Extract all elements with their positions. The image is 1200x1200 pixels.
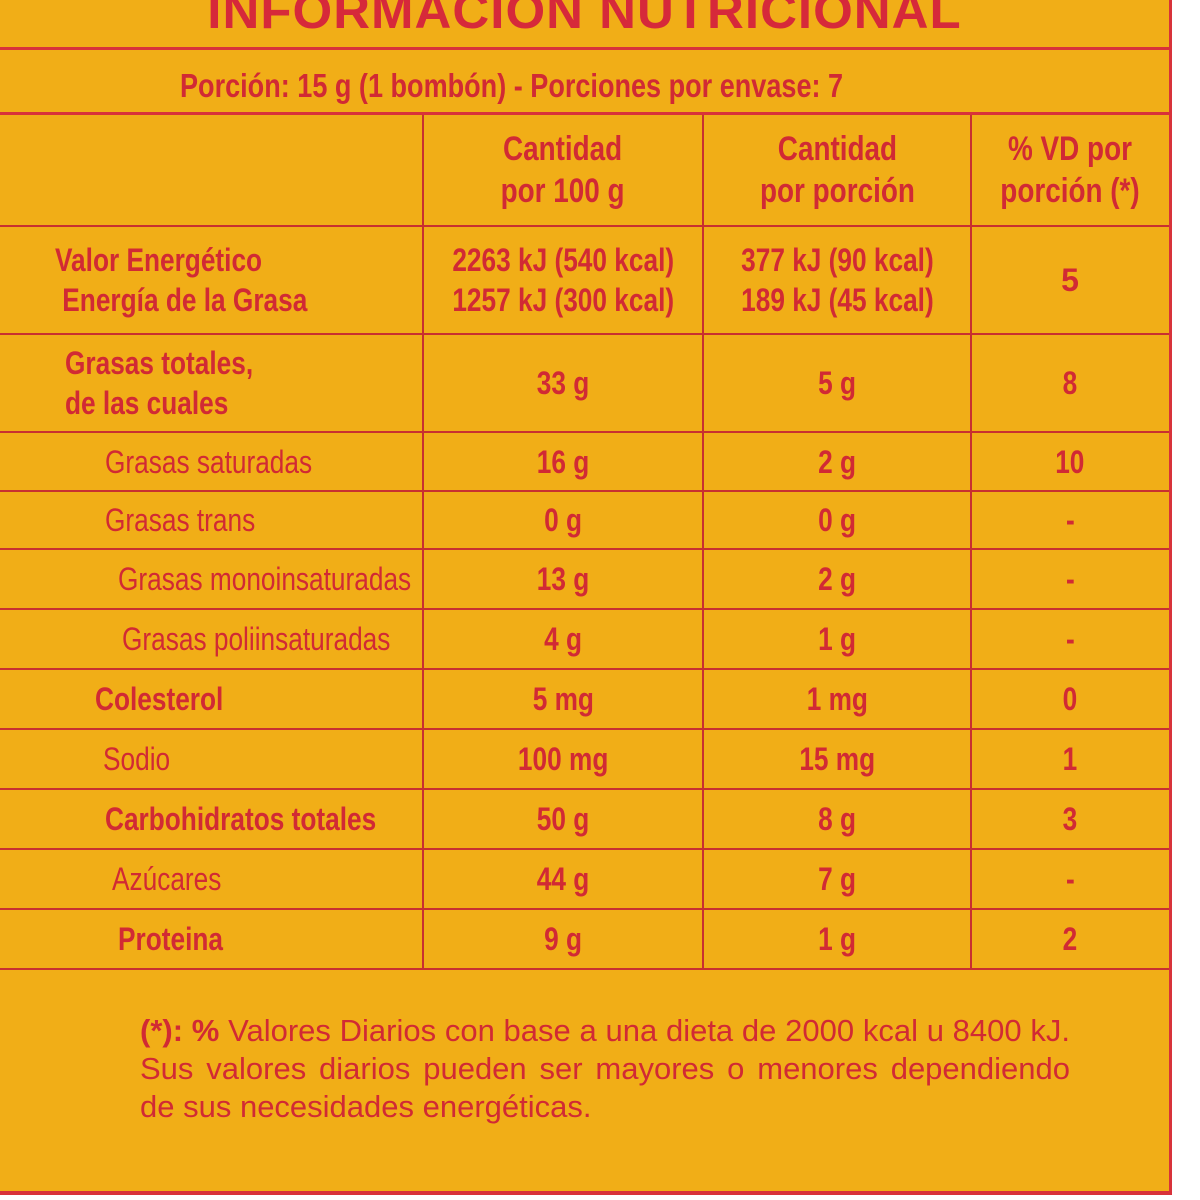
daily-value: 8 [1062, 365, 1078, 401]
amount-per-portion: 15 mg [799, 741, 875, 777]
table-row: Sodio 100 mg 15 mg 1 [0, 730, 1169, 790]
daily-value: 1 [1062, 741, 1078, 777]
amount-per-portion: 0 g [818, 502, 856, 538]
amount-per-100g: 100 mg [517, 741, 609, 777]
nutrient-name: Sodio [103, 741, 171, 777]
table-row-energy: Valor Energético Energía de la Grasa 226… [0, 227, 1169, 335]
daily-value: - [1065, 502, 1075, 538]
table-row: Grasas monoinsaturadas 13 g 2 g - [0, 550, 1169, 610]
daily-value: - [1065, 561, 1075, 597]
daily-value: 3 [1062, 801, 1078, 837]
table-row: Proteina 9 g 1 g 2 [0, 910, 1169, 970]
header-row: Cantidad por 100 g Cantidad por porción % … [0, 115, 1169, 227]
amount-per-portion: 1 mg [806, 681, 868, 717]
table-row: Grasas saturadas 16 g 2 g 10 [0, 433, 1169, 492]
table-row: Grasas trans 0 g 0 g - [0, 492, 1169, 550]
amount-per-100g: 33 g [536, 365, 590, 401]
amount-per-portion: 8 g [818, 801, 856, 837]
daily-value: 2 [1062, 921, 1078, 957]
amount-per-portion: 7 g [818, 861, 856, 897]
amount-per-100g: 9 g [544, 921, 582, 957]
table-row: Azúcares 44 g 7 g - [0, 850, 1169, 910]
table-row: Colesterol 5 mg 1 mg 0 [0, 670, 1169, 730]
serving-info: Porción: 15 g (1 bombón) - Porciones por… [180, 67, 844, 104]
amount-per-portion: 1 g [818, 921, 856, 957]
nutrient-name: Proteina [118, 921, 223, 957]
nutrient-name: Grasas poliinsaturadas [122, 621, 391, 657]
label-title: INFORMACION NUTRICIONAL [207, 0, 962, 39]
daily-value: - [1065, 861, 1075, 897]
nutrient-name: Grasas totales, de las cuales [65, 345, 254, 421]
table-row: Grasas totales, de las cuales 33 g 5 g 8 [0, 335, 1169, 433]
header-vd: % VD por porción (*) [1000, 129, 1140, 211]
column-divider [422, 115, 424, 968]
nutrient-name: Grasas monoinsaturadas [118, 561, 412, 597]
amount-per-100g: 4 g [544, 621, 582, 657]
nutrition-label: INFORMACION NUTRICIONAL Porción: 15 g (1… [0, 0, 1172, 1195]
amount-per-100g: 5 mg [532, 681, 594, 717]
amount-per-100g: 16 g [536, 443, 590, 480]
amount-per-portion: 1 g [818, 621, 856, 657]
nutrient-name: Carbohidratos totales [105, 801, 377, 837]
header-per-portion: Cantidad por porción [759, 129, 915, 211]
header-per-100g: Cantidad por 100 g [501, 129, 625, 211]
amount-per-portion: 2 g [818, 561, 856, 597]
amount-per-portion: 2 g [818, 443, 856, 480]
nutrient-name: Grasas saturadas [105, 443, 313, 480]
amount-per-100g: 13 g [536, 561, 590, 597]
column-divider [970, 115, 972, 968]
amount-per-portion: 5 g [818, 365, 856, 401]
column-divider [702, 115, 704, 968]
daily-value: - [1065, 621, 1075, 657]
table-row: Carbohidratos totales 50 g 8 g 3 [0, 790, 1169, 850]
amount-per-100g: 50 g [536, 801, 590, 837]
nutrient-name: Colesterol [95, 681, 224, 717]
table-row: Grasas poliinsaturadas 4 g 1 g - [0, 610, 1169, 670]
divider [0, 47, 1169, 50]
amount-per-100g: 0 g [544, 502, 582, 538]
daily-value: 10 [1055, 443, 1085, 480]
footnote: (*): % Valores Diarios con base a una di… [140, 1013, 1070, 1124]
divider [0, 112, 1169, 115]
daily-value: 0 [1062, 681, 1078, 717]
amount-per-100g: 44 g [536, 861, 590, 897]
nutrient-name: Azúcares [112, 861, 222, 897]
nutrient-name: Grasas trans [105, 502, 256, 538]
